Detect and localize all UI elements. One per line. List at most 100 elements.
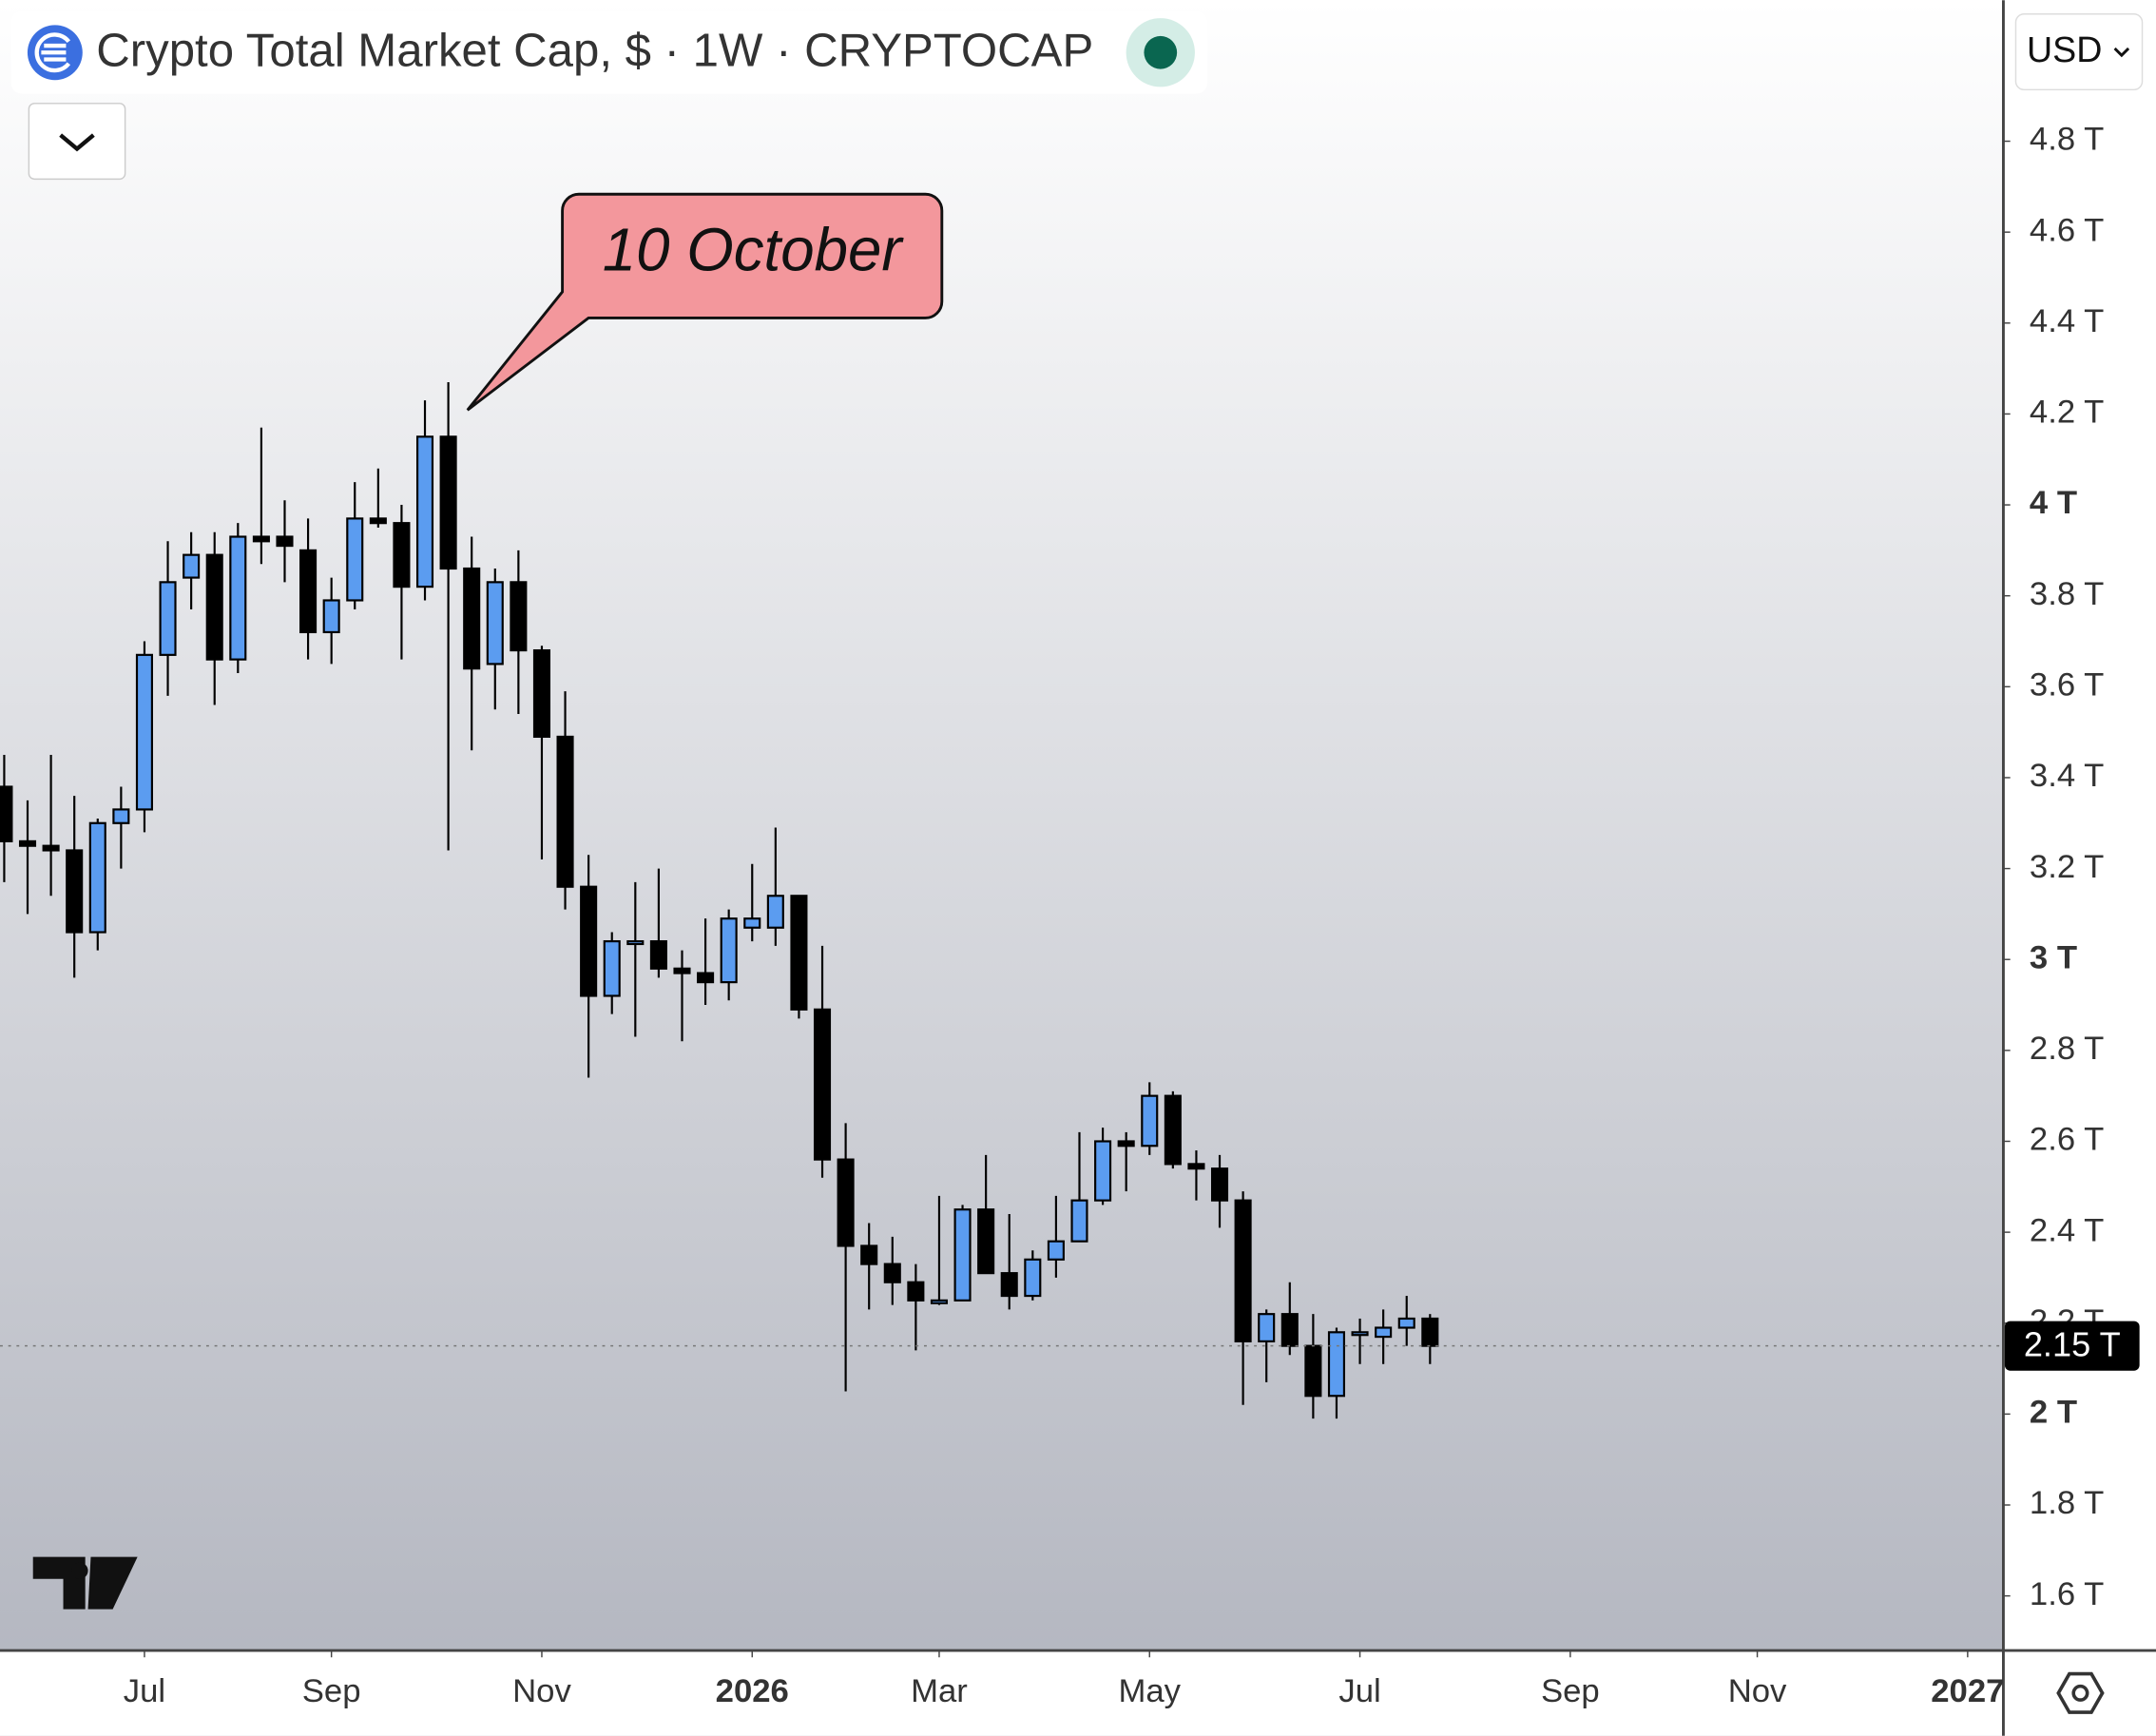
- candle-body: [1070, 1199, 1088, 1243]
- time-axis-bg: [0, 1650, 2156, 1736]
- candle-body: [1024, 1258, 1042, 1298]
- callout: [466, 192, 944, 412]
- candle-body: [135, 653, 153, 811]
- x-tick-label: Sep: [302, 1673, 361, 1709]
- candle-body: [1000, 1272, 1018, 1298]
- candle-body: [1304, 1344, 1322, 1398]
- candle-body: [580, 885, 598, 997]
- candle-body: [953, 1208, 972, 1302]
- plot: [0, 381, 2002, 1419]
- y-tick-label: 2.4 T: [2030, 1212, 2104, 1248]
- y-tick-label: 1.6 T: [2030, 1576, 2104, 1612]
- candle-body: [532, 648, 551, 739]
- candle-body: [205, 553, 223, 661]
- x-tick-label: Sep: [1541, 1673, 1600, 1709]
- candle-body: [299, 549, 318, 634]
- y-tick-label: 2.8 T: [2030, 1031, 2104, 1067]
- currency-chevron: [2113, 47, 2130, 58]
- tradingview-logo: [32, 1556, 138, 1610]
- candle-body: [1327, 1331, 1346, 1398]
- y-tick-label: 4.8 T: [2030, 122, 2104, 158]
- candle-body: [322, 599, 340, 634]
- candle-body: [510, 581, 528, 652]
- x-tick-label: May: [1118, 1673, 1181, 1709]
- header-bg: [10, 10, 1207, 94]
- last-price-label: 2.15 T: [2024, 1325, 2121, 1364]
- x-tick-label: Mar: [911, 1673, 968, 1709]
- candle-body: [766, 895, 784, 929]
- candle-body: [907, 1281, 925, 1302]
- candle-body: [1234, 1199, 1252, 1342]
- candle-body: [813, 1008, 832, 1161]
- x-tick-label: Nov: [512, 1673, 571, 1709]
- candle-body: [697, 972, 715, 984]
- candle-body: [66, 849, 84, 934]
- candle-body: [930, 1299, 949, 1304]
- candle-body: [1258, 1313, 1276, 1342]
- y-tick-label: 4 T: [2030, 485, 2077, 521]
- status-dot: [1144, 35, 1178, 69]
- tradingview-logo-dot: [71, 1562, 88, 1579]
- candle-body: [393, 522, 411, 588]
- candle-body: [649, 940, 667, 970]
- settings-icon[interactable]: [2056, 1671, 2105, 1714]
- x-tick-label: Jul: [1338, 1673, 1380, 1709]
- candle-body: [556, 735, 574, 888]
- chart-title: Crypto Total Market Cap, $ · 1W · CRYPTO…: [96, 25, 1093, 77]
- candle-body: [1210, 1167, 1229, 1202]
- y-tick-label: 2.6 T: [2030, 1122, 2104, 1158]
- last-price-box: [2004, 1321, 2140, 1371]
- candle-body: [1421, 1317, 1439, 1347]
- candle-body: [439, 435, 457, 570]
- candle-body: [159, 581, 177, 656]
- candle-body: [229, 535, 247, 661]
- collapse-button[interactable]: [28, 103, 126, 181]
- candle-body: [860, 1244, 878, 1265]
- candle-body: [790, 895, 808, 1011]
- y-tick-label: 1.8 T: [2030, 1485, 2104, 1521]
- candle-body: [1164, 1094, 1182, 1166]
- candle-body: [837, 1158, 855, 1247]
- chevron-icon: [59, 133, 95, 152]
- candle-body: [673, 967, 691, 974]
- currency-label: USD: [2027, 29, 2102, 69]
- y-tick-label: 2 T: [2030, 1395, 2077, 1431]
- candle-body: [1351, 1331, 1369, 1337]
- candle-body: [1094, 1140, 1112, 1202]
- candle-body: [18, 839, 37, 847]
- candle-body: [1375, 1326, 1393, 1339]
- candle-body: [276, 535, 294, 548]
- settings-icon-center: [2071, 1684, 2089, 1702]
- candle-body: [1047, 1240, 1065, 1261]
- candle-body: [415, 435, 434, 588]
- x-tick-label: Nov: [1728, 1673, 1787, 1709]
- y-tick-label: 3.8 T: [2030, 576, 2104, 612]
- price-axis-bg: [2002, 0, 2156, 1736]
- candle-body: [1187, 1163, 1205, 1170]
- candle-body: [1280, 1313, 1299, 1347]
- candle-body: [183, 553, 201, 579]
- candle-body: [486, 581, 504, 665]
- candle-body: [42, 844, 60, 852]
- candle-body: [112, 808, 130, 824]
- candle-body: [720, 917, 738, 984]
- x-tick-label: Jul: [124, 1673, 165, 1709]
- candle-body: [88, 821, 106, 934]
- y-tick-label: 3 T: [2030, 939, 2077, 975]
- candle-body: [369, 517, 387, 525]
- candle-body: [1141, 1094, 1159, 1148]
- callout-text: 10 October: [603, 217, 905, 284]
- candle-body: [883, 1263, 901, 1283]
- y-tick-label: 3.6 T: [2030, 666, 2104, 703]
- candle-body: [346, 517, 364, 602]
- candle-body: [977, 1208, 995, 1275]
- symbol-icon-glyph: [34, 32, 71, 73]
- currency-button[interactable]: [2014, 13, 2144, 91]
- y-tick-label: 3.4 T: [2030, 758, 2104, 794]
- y-tick-label: 4.4 T: [2030, 303, 2104, 339]
- candle-body: [1117, 1140, 1135, 1148]
- candle-body: [252, 535, 270, 543]
